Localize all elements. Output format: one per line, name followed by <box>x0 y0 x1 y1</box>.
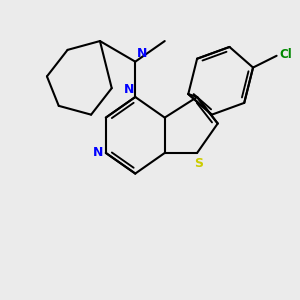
Text: Cl: Cl <box>279 48 292 61</box>
Text: N: N <box>123 83 134 96</box>
Text: S: S <box>194 158 203 170</box>
Text: N: N <box>137 47 147 60</box>
Text: N: N <box>93 146 104 159</box>
